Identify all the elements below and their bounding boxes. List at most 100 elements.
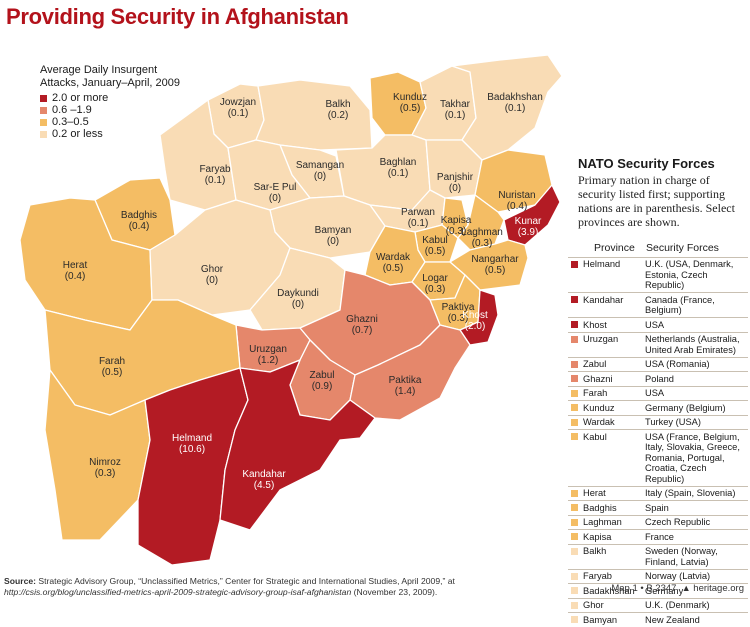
province-value-parwan: (0.1): [408, 218, 429, 229]
forces-row-province: Zabul: [583, 359, 607, 369]
forces-row-forces: Italy (Spain, Slovenia): [645, 488, 736, 498]
forces-row-province: Kapisa: [583, 531, 612, 542]
province-name-ghazni: Ghazni: [346, 314, 378, 325]
forces-row-province: Herat: [583, 488, 606, 498]
page-title: Providing Security in Afghanistan: [6, 4, 349, 29]
legend-item: 0.3–0.5: [40, 116, 180, 128]
forces-table-row: Balkh Sweden (Norway, Finland, Latvia): [568, 543, 748, 569]
forces-row-province: Bamyan: [583, 614, 618, 625]
forces-row-province: Laghman: [583, 517, 622, 527]
province-value-badghis: (0.4): [129, 221, 150, 232]
province-name-samangan: Samangan: [296, 160, 344, 171]
forces-row-swatch: [571, 335, 578, 343]
province-value-kunduz: (0.5): [400, 103, 421, 114]
forces-table-header: Province Security Forces: [568, 243, 748, 254]
source-label: Source:: [4, 576, 36, 586]
province-name-farah: Farah: [99, 356, 125, 367]
province-value-helmand: (10.6): [179, 444, 205, 455]
forces-row-forces: France: [645, 531, 674, 542]
forces-table-row: Wardak Turkey (USA): [568, 414, 748, 430]
province-value-uruzgan: (1.2): [258, 355, 279, 366]
source-url[interactable]: http://csis.org/blog/unclassified-metric…: [4, 586, 352, 597]
forces-row-province: Ghazni: [583, 373, 613, 384]
forces-row-forces: Spain: [645, 502, 669, 513]
province-name-laghman: Laghman: [461, 227, 503, 238]
forces-row-forces: Netherlands (Australia, United Arab Emir…: [645, 334, 740, 355]
forces-row-swatch: [571, 260, 578, 268]
province-value-herat: (0.4): [65, 271, 86, 282]
province-name-herat: Herat: [63, 260, 88, 271]
province-name-badakhshan: Badakhshan: [487, 92, 543, 103]
forces-row-swatch: [571, 433, 578, 440]
forces-row-province: Kunduz: [583, 402, 615, 413]
site-link[interactable]: heritage.org: [693, 583, 744, 594]
col-forces: Security Forces: [646, 242, 719, 254]
province-name-nuristan: Nuristan: [498, 190, 535, 201]
province-name-khost: Khost: [462, 310, 488, 321]
nato-description: Primary nation in charge of security lis…: [578, 173, 735, 229]
forces-table-row: Kandahar Canada (France, Belgium): [568, 292, 748, 317]
forces-row-province: Uruzgan: [583, 334, 619, 344]
forces-row-forces: USA (Romania): [645, 359, 710, 369]
province-name-nimroz: Nimroz: [89, 457, 121, 468]
forces-table-row: Badakhshan Germany: [568, 583, 748, 598]
province-name-uruzgan: Uruzgan: [249, 344, 287, 355]
legend-label: 0.6 –1.9: [52, 103, 92, 116]
forces-row-forces: USA: [645, 388, 665, 398]
province-value-baghlan: (0.1): [388, 168, 409, 179]
province-name-balkh: Balkh: [325, 99, 350, 110]
attack-legend: Average Daily Insurgent Attacks, January…: [40, 64, 180, 140]
forces-row-province: Ghor: [583, 600, 604, 610]
province-value-takhar: (0.1): [445, 110, 466, 121]
province-value-zabul: (0.9): [312, 381, 333, 392]
province-value-bamyan: (0): [327, 236, 339, 247]
forces-row-forces: Turkey (USA): [645, 417, 701, 427]
forces-row-province: Balkh: [583, 546, 607, 556]
forces-row-swatch: [571, 404, 578, 411]
legend-swatch: [40, 94, 47, 102]
forces-row-swatch: [571, 504, 578, 511]
forces-table-row: Helmand U.K. (USA, Denmark, Estonia, Czec…: [568, 256, 748, 293]
province-name-wardak: Wardak: [376, 252, 411, 263]
province-name-nangarhar: Nangarhar: [471, 254, 519, 265]
province-name-faryab: Faryab: [199, 164, 231, 175]
forces-row-forces: Czech Republic: [645, 517, 711, 527]
province-name-kapisa: Kapisa: [441, 215, 472, 226]
legend-item: 2.0 or more: [40, 92, 180, 104]
province-value-badakhshan: (0.1): [505, 103, 526, 114]
province-kunar: [503, 184, 561, 246]
province-value-kabul: (0.5): [425, 246, 446, 257]
province-name-baghlan: Baghlan: [380, 157, 417, 168]
province-name-panjshir: Panjshir: [437, 172, 474, 183]
forces-row-swatch: [571, 418, 578, 426]
province-value-ghazni: (0.7): [352, 325, 373, 336]
province-value-paktiya: (0.3): [448, 313, 469, 324]
province-name-paktika: Paktika: [389, 375, 422, 386]
province-value-kandahar: (4.5): [254, 480, 275, 491]
forces-table-row: Faryab Norway (Latvia): [568, 568, 748, 584]
province-value-nuristan: (0.4): [507, 201, 528, 212]
province-name-paktiya: Paktiya: [442, 302, 475, 313]
forces-row-forces: Germany (Belgium): [645, 402, 726, 413]
legend-swatch: [40, 118, 47, 126]
forces-row-province: Badakhshan: [583, 585, 635, 596]
forces-row-province: Farah: [583, 388, 608, 398]
forces-row-swatch: [571, 616, 578, 623]
source-note: Source: Strategic Advisory Group, “Uncla…: [4, 576, 564, 597]
province-value-ghor: (0): [206, 275, 218, 286]
province-name-parwan: Parwan: [401, 207, 435, 218]
province-badakhshan: [451, 54, 563, 161]
source-date: (November 23, 2009).: [353, 586, 438, 597]
legend-title: Average Daily Insurgent Attacks, January…: [40, 64, 180, 90]
province-balkh: [255, 79, 373, 151]
forces-row-province: Kabul: [583, 431, 607, 442]
forces-row-province: Helmand: [583, 259, 621, 269]
forces-row-swatch: [571, 489, 578, 497]
legend-label: 0.2 or less: [52, 127, 103, 140]
province-name-jowzjan: Jowzjan: [220, 97, 256, 108]
province-name-kabul: Kabul: [422, 235, 448, 246]
forces-row-swatch: [571, 572, 578, 580]
credit-line: Map 1 • B 2347 ▲ heritage.org: [611, 583, 744, 594]
province-value-sar-e-pul: (0): [269, 193, 281, 204]
forces-row-forces: Norway (Latvia): [645, 571, 711, 581]
